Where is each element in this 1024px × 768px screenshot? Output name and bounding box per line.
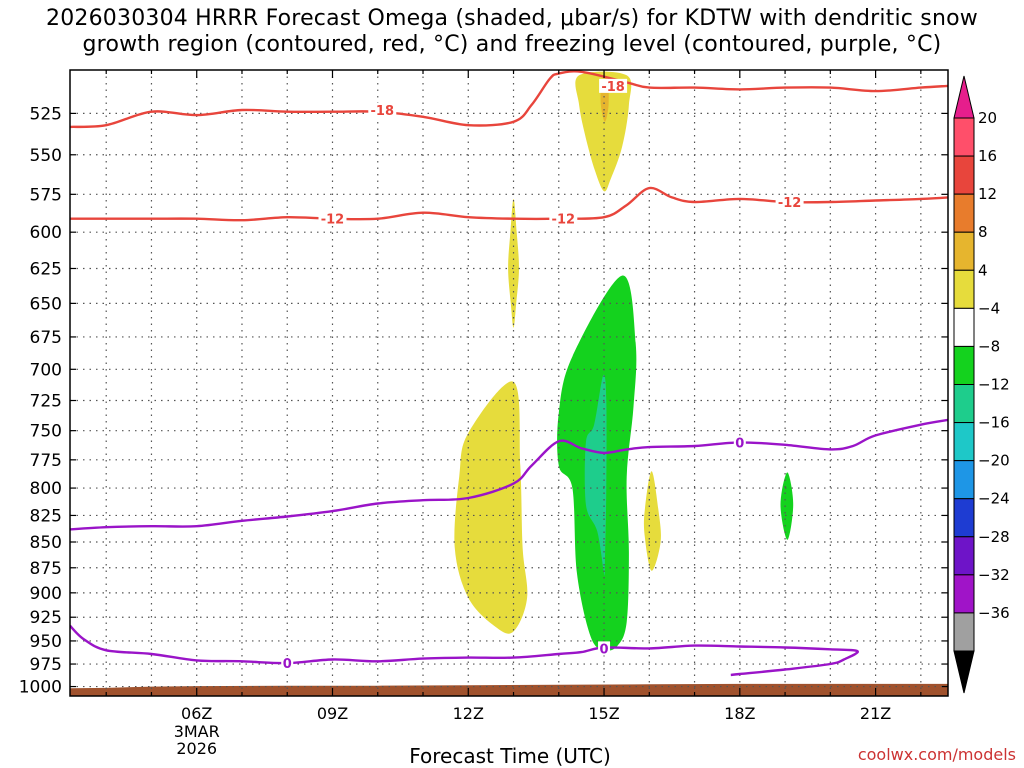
colorbar-label-13: −36 xyxy=(978,604,1010,622)
x-axis-label: Forecast Time (UTC) xyxy=(409,744,611,768)
omega-shading-layer xyxy=(454,71,794,651)
colorbar-swatch-12 xyxy=(953,574,975,614)
omega-region-yellow-16z xyxy=(643,471,661,571)
colorbar-label-11: −28 xyxy=(978,528,1010,546)
freezing-contour-label: 0 xyxy=(283,657,292,672)
chart-title-line-1: 2026030304 HRRR Forecast Omega (shaded, … xyxy=(46,6,978,31)
colorbar-swatch-13 xyxy=(953,612,975,652)
y-tick-label-925: 925 xyxy=(30,608,62,628)
y-tick-label-550: 550 xyxy=(30,146,62,166)
y-tick-label-850: 850 xyxy=(30,533,62,553)
contour-layer: -18 -18 -12 -12 -12 0 0 0 xyxy=(70,70,948,677)
colorbar-top-arrow xyxy=(953,75,975,119)
dgz-contour-label: -12 xyxy=(552,213,576,228)
dgz-label-bg xyxy=(318,211,347,226)
y-tick-label-575: 575 xyxy=(30,185,62,205)
grid-layer xyxy=(70,70,948,696)
dgz-label-bg xyxy=(368,103,397,118)
y-tick-label-825: 825 xyxy=(30,506,62,526)
omega-region-yellow-624-13z xyxy=(508,198,519,328)
y-tick-label-1000: 1000 xyxy=(19,678,62,698)
omega-region-yellow-mid-12z xyxy=(454,381,528,634)
colorbar-label-9: −20 xyxy=(978,452,1010,470)
colorbar-label-1: 16 xyxy=(978,147,997,165)
y-tick-label-600: 600 xyxy=(30,223,62,243)
dgz-contour-label: -18 xyxy=(601,80,625,95)
omega-region-teal-15z xyxy=(584,374,607,576)
freezing-contour-label: 0 xyxy=(735,436,744,451)
x-tick-label-21Z: 21Z xyxy=(860,704,891,723)
colorbar-label-2: 12 xyxy=(978,185,997,203)
colorbar-label-8: −16 xyxy=(978,414,1010,432)
freezing-label-bg xyxy=(281,656,294,671)
y-tick-label-750: 750 xyxy=(30,422,62,442)
y-tick-label-900: 900 xyxy=(30,584,62,604)
y-tick-label-875: 875 xyxy=(30,559,62,579)
x-date-label-year: 2026 xyxy=(176,739,217,758)
colorbar-swatch-3 xyxy=(953,231,975,271)
colorbar-label-3: 8 xyxy=(978,223,988,241)
colorbar-label-4: 4 xyxy=(978,261,988,279)
omega-region-green-19z xyxy=(780,472,794,540)
y-tick-label-725: 725 xyxy=(30,392,62,412)
y-tick-label-700: 700 xyxy=(30,360,62,380)
freezing-label-bg xyxy=(733,435,746,450)
colorbar-label-6: −8 xyxy=(978,337,1000,355)
x-tick-label-15Z: 15Z xyxy=(588,704,619,723)
colorbar-swatch-9 xyxy=(953,460,975,500)
chart-title-line-2: growth region (contoured, red, °C) and f… xyxy=(82,32,942,57)
colorbar-swatch-10 xyxy=(953,498,975,538)
colorbar-swatch-0 xyxy=(953,117,975,157)
colorbar-swatch-4 xyxy=(953,269,975,309)
colorbar-label-10: −24 xyxy=(978,490,1010,508)
colorbar-swatch-7 xyxy=(953,384,975,424)
ground-fill xyxy=(70,683,948,696)
dgz-contour-0 xyxy=(70,70,948,129)
freezing-contour-label: 0 xyxy=(600,642,609,657)
y-tick-label-675: 675 xyxy=(30,328,62,348)
credit-link[interactable]: coolwx.com/models xyxy=(857,745,1016,764)
x-date-label-day: 3MAR xyxy=(174,722,220,741)
colorbar-label-0: 20 xyxy=(978,109,997,127)
colorbar-swatch-11 xyxy=(953,536,975,576)
y-tick-label-525: 525 xyxy=(30,104,62,124)
y-tick-label-800: 800 xyxy=(30,479,62,499)
y-tick-label-775: 775 xyxy=(30,451,62,471)
y-tick-label-975: 975 xyxy=(30,655,62,675)
y-tick-label-950: 950 xyxy=(30,632,62,652)
freezing-contour-2 xyxy=(70,418,948,531)
dgz-label-bg xyxy=(549,211,578,226)
y-tick-label-650: 650 xyxy=(30,294,62,314)
dgz-contour-1 xyxy=(70,186,948,222)
freezing-label-bg xyxy=(598,641,611,656)
colorbar-swatch-2 xyxy=(953,193,975,233)
plot-frame xyxy=(69,69,949,697)
colorbar-bottom-arrow xyxy=(953,650,975,694)
colorbar-swatch-1 xyxy=(953,155,975,195)
x-tick-label-12Z: 12Z xyxy=(453,704,484,723)
x-tick-label-06Z: 06Z xyxy=(181,704,212,723)
dgz-label-bg xyxy=(775,195,804,210)
ground-layer xyxy=(70,683,948,696)
x-tick-label-09Z: 09Z xyxy=(317,704,348,723)
x-tick-label-18Z: 18Z xyxy=(724,704,755,723)
colorbar-label-12: −32 xyxy=(978,566,1010,584)
omega-region-yellow-upper-15z xyxy=(575,71,632,192)
y-tick-label-625: 625 xyxy=(30,259,62,279)
colorbar-label-5: −4 xyxy=(978,299,1000,317)
colorbar-swatch-5 xyxy=(953,307,975,347)
dgz-contour-label: -18 xyxy=(371,104,395,119)
dgz-contour-label: -12 xyxy=(778,196,802,211)
dgz-label-bg xyxy=(599,78,628,93)
freezing-contour-3 xyxy=(70,624,859,677)
colorbar-swatch-8 xyxy=(953,422,975,462)
colorbar: 20 16 12 8 4 −4 −8 −12 −16 −20 −24 −28 −32 −36 xyxy=(953,75,1010,694)
axes-layer: 525 550 575 600 625 650 675 700 725 750 775 800 825 8… xyxy=(19,69,949,758)
colorbar-swatch-6 xyxy=(953,345,975,385)
colorbar-label-7: −12 xyxy=(978,376,1010,394)
dgz-contour-label: -12 xyxy=(321,213,345,228)
